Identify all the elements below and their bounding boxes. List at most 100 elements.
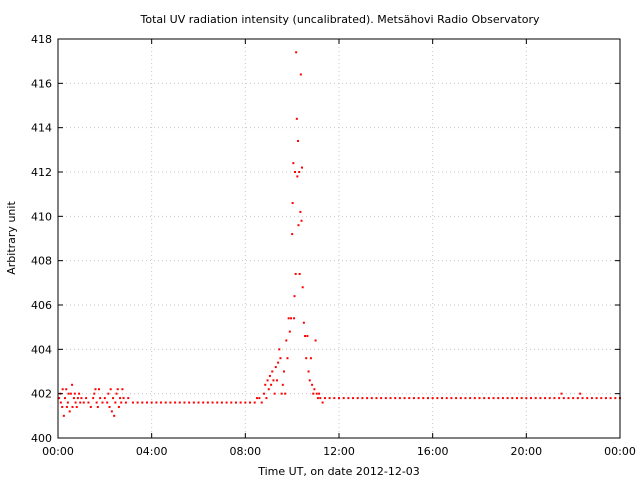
data-point bbox=[103, 397, 106, 400]
y-tick-label: 418 bbox=[31, 33, 52, 46]
data-point bbox=[75, 405, 78, 408]
data-point bbox=[230, 401, 233, 404]
data-point bbox=[301, 166, 304, 169]
data-point bbox=[375, 397, 378, 400]
data-point bbox=[272, 379, 275, 382]
data-point bbox=[97, 388, 100, 391]
data-point bbox=[289, 317, 292, 320]
data-point bbox=[258, 397, 261, 400]
data-point bbox=[234, 401, 237, 404]
data-point bbox=[295, 117, 298, 120]
x-tick-label: 08:00 bbox=[229, 445, 261, 458]
data-point bbox=[296, 175, 299, 178]
data-point bbox=[124, 401, 127, 404]
data-point bbox=[293, 295, 296, 298]
data-point bbox=[271, 370, 274, 373]
data-point bbox=[417, 397, 420, 400]
data-point bbox=[112, 397, 115, 400]
data-point bbox=[62, 414, 65, 417]
data-point bbox=[107, 392, 110, 395]
data-point bbox=[487, 397, 490, 400]
data-point bbox=[305, 357, 308, 360]
data-point bbox=[263, 392, 266, 395]
data-point bbox=[155, 401, 158, 404]
y-tick-label: 416 bbox=[31, 77, 52, 90]
data-point bbox=[64, 397, 67, 400]
data-point bbox=[273, 392, 276, 395]
data-point bbox=[422, 397, 425, 400]
data-point bbox=[586, 397, 589, 400]
data-point bbox=[141, 401, 144, 404]
data-point bbox=[279, 357, 282, 360]
data-point bbox=[408, 397, 411, 400]
data-point bbox=[127, 397, 130, 400]
data-point bbox=[445, 397, 448, 400]
data-point bbox=[131, 401, 134, 404]
data-point bbox=[71, 405, 74, 408]
data-point bbox=[136, 401, 139, 404]
data-point bbox=[459, 397, 462, 400]
data-point bbox=[145, 401, 148, 404]
data-point bbox=[61, 388, 64, 391]
data-point bbox=[307, 370, 310, 373]
data-point bbox=[511, 397, 514, 400]
y-tick-label: 402 bbox=[31, 388, 52, 401]
data-point bbox=[394, 397, 397, 400]
data-point bbox=[188, 401, 191, 404]
data-point bbox=[85, 397, 88, 400]
data-point bbox=[87, 401, 90, 404]
data-point bbox=[82, 401, 85, 404]
x-tick-label: 16:00 bbox=[417, 445, 449, 458]
y-tick-label: 410 bbox=[31, 210, 52, 223]
data-point bbox=[71, 383, 74, 386]
data-point bbox=[216, 401, 219, 404]
y-tick-label: 406 bbox=[31, 299, 52, 312]
data-point bbox=[95, 401, 98, 404]
data-point bbox=[93, 392, 96, 395]
grid-lines bbox=[58, 39, 620, 438]
data-point bbox=[260, 401, 263, 404]
data-point bbox=[220, 401, 223, 404]
data-point bbox=[560, 392, 563, 395]
data-point bbox=[492, 397, 495, 400]
data-point bbox=[291, 233, 294, 236]
data-point bbox=[483, 397, 486, 400]
data-point bbox=[94, 388, 97, 391]
data-point bbox=[192, 401, 195, 404]
data-point bbox=[501, 397, 504, 400]
data-point bbox=[291, 202, 294, 205]
data-point bbox=[403, 397, 406, 400]
data-point bbox=[530, 397, 533, 400]
data-point bbox=[304, 335, 307, 338]
data-point bbox=[288, 330, 291, 333]
data-point bbox=[294, 272, 297, 275]
data-point bbox=[299, 210, 302, 213]
x-tick-label: 04:00 bbox=[136, 445, 168, 458]
data-point bbox=[389, 397, 392, 400]
data-point bbox=[92, 397, 95, 400]
data-point bbox=[256, 397, 259, 400]
data-point bbox=[67, 392, 70, 395]
data-point bbox=[115, 392, 118, 395]
data-point bbox=[544, 397, 547, 400]
data-point bbox=[548, 397, 551, 400]
data-point bbox=[464, 397, 467, 400]
data-point bbox=[436, 397, 439, 400]
data-point bbox=[306, 335, 309, 338]
data-point bbox=[380, 397, 383, 400]
data-point bbox=[567, 397, 570, 400]
data-point bbox=[302, 321, 305, 324]
data-point bbox=[293, 317, 296, 320]
data-point bbox=[74, 401, 77, 404]
data-point bbox=[61, 405, 64, 408]
data-point bbox=[431, 397, 434, 400]
data-point bbox=[197, 401, 200, 404]
data-point bbox=[202, 401, 205, 404]
data-point bbox=[590, 397, 593, 400]
x-tick-label: 00:00 bbox=[42, 445, 74, 458]
data-point bbox=[450, 397, 453, 400]
data-point bbox=[515, 397, 518, 400]
data-point bbox=[266, 379, 269, 382]
data-point bbox=[96, 405, 99, 408]
data-point bbox=[539, 397, 542, 400]
